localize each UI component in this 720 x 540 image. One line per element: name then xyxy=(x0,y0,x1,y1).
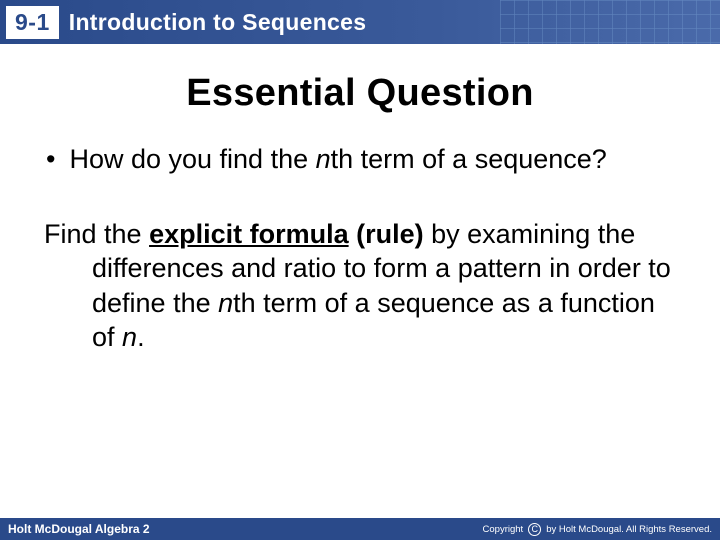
header-bar: 9-1 Introduction to Sequences xyxy=(0,0,720,44)
answer-lead: Find the xyxy=(44,219,149,249)
header-grid-decoration xyxy=(500,0,720,44)
answer-end: . xyxy=(137,322,145,352)
slide-content: Essential Question • How do you find the… xyxy=(0,44,720,355)
question-text: How do you find the nth term of a sequen… xyxy=(69,143,606,177)
bullet-icon: • xyxy=(46,143,55,177)
question-post: th term of a sequence? xyxy=(331,144,607,174)
header-title: Introduction to Sequences xyxy=(69,9,367,36)
answer-n1-italic: n xyxy=(218,288,233,318)
question-pre: How do you find the xyxy=(69,144,315,174)
question-bullet: • How do you find the nth term of a sequ… xyxy=(44,143,676,177)
answer-underlined: explicit formula xyxy=(149,219,349,249)
copyright-text: by Holt McDougal. All Rights Reserved. xyxy=(546,524,712,535)
answer-n2-italic: n xyxy=(122,322,137,352)
section-number-badge: 9-1 xyxy=(6,6,59,39)
footer-textbook-title: Holt McDougal Algebra 2 xyxy=(8,522,150,536)
copyright-label: Copyright xyxy=(483,524,524,535)
essential-question-heading: Essential Question xyxy=(44,72,676,115)
copyright-icon: C xyxy=(528,523,541,536)
footer-bar: Holt McDougal Algebra 2 Copyright C by H… xyxy=(0,518,720,540)
answer-rule: (rule) xyxy=(349,219,424,249)
footer-copyright: Copyright C by Holt McDougal. All Rights… xyxy=(483,523,712,536)
question-n-italic: n xyxy=(316,144,331,174)
answer-paragraph: Find the explicit formula (rule) by exam… xyxy=(44,217,676,355)
